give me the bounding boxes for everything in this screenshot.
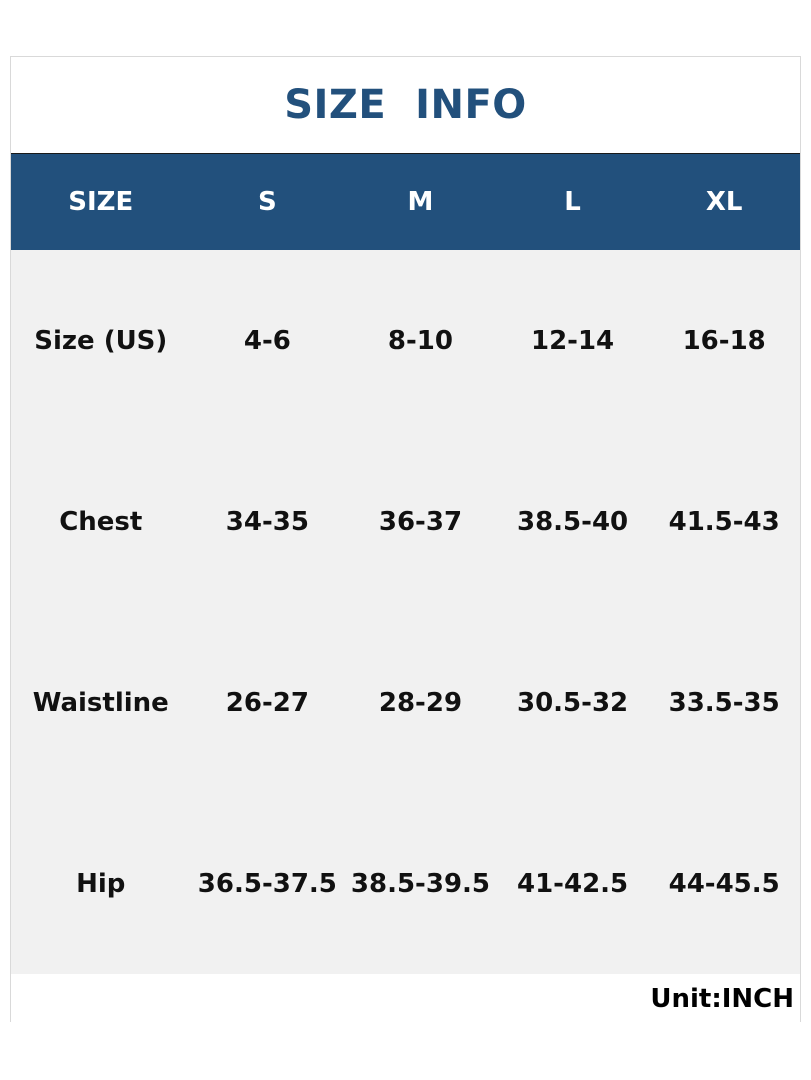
table-cell: 38.5-39.5: [350, 868, 490, 899]
footer-row: Unit:INCH: [11, 974, 800, 1023]
header-size-xl: XL: [705, 187, 743, 217]
table-cell: 33.5-35: [668, 687, 780, 718]
table-cell: 44-45.5: [668, 868, 780, 899]
table-cell: 41.5-43: [668, 506, 780, 537]
header-label: SIZE: [68, 187, 134, 217]
header-size-s: S: [257, 187, 277, 217]
row-label: Size (US): [34, 325, 168, 356]
table-row: Chest 34-35 36-37 38.5-40 41.5-43: [11, 431, 800, 612]
table-cell: 36.5-37.5: [197, 868, 337, 899]
unit-label: Unit:INCH: [650, 983, 794, 1014]
row-label: Chest: [59, 506, 143, 537]
row-label: Waistline: [32, 687, 169, 718]
table-row: Hip 36.5-37.5 38.5-39.5 41-42.5 44-45.5: [11, 793, 800, 974]
table-cell: 26-27: [225, 687, 309, 718]
table-cell: 36-37: [378, 506, 463, 537]
table-cell: 30.5-32: [517, 687, 629, 718]
table-cell: 34-35: [225, 506, 309, 537]
table-row: Size (US) 4-6 8-10 12-14 16-18: [11, 250, 800, 431]
table-header: SIZE S M L XL: [11, 154, 800, 250]
header-size-l: L: [564, 187, 581, 217]
header-size-m: M: [407, 187, 434, 217]
size-chart: SIZE INFO SIZE S M L XL Size (US) 4-6 8-…: [10, 56, 801, 1023]
table-cell: 28-29: [378, 687, 463, 718]
table-cell: 8-10: [387, 325, 453, 356]
table-cell: 41-42.5: [517, 868, 629, 899]
table-cell: 38.5-40: [517, 506, 629, 537]
title-row: SIZE INFO: [11, 57, 800, 154]
row-label: Hip: [76, 868, 126, 899]
chart-title: SIZE INFO: [284, 82, 527, 128]
table-cell: 4-6: [243, 325, 291, 356]
table-body: Size (US) 4-6 8-10 12-14 16-18 Chest 34-…: [11, 250, 800, 974]
table-row: Waistline 26-27 28-29 30.5-32 33.5-35: [11, 612, 800, 793]
table-cell: 12-14: [530, 325, 615, 356]
table-cell: 16-18: [682, 325, 766, 356]
